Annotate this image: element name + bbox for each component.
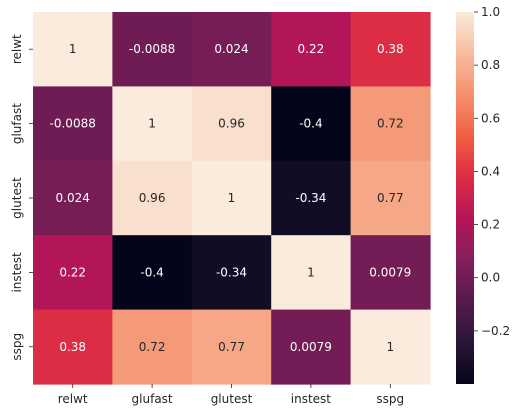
x-tick-label: glufast <box>132 392 173 406</box>
x-tick-label: instest <box>291 392 332 406</box>
cell-value-label: 1 <box>69 42 77 56</box>
colorbar-tick-label: 0.6 <box>481 111 500 125</box>
x-axis: relwt glufast glutest instest sspg <box>58 384 404 406</box>
cell-value-label: 1 <box>228 191 236 205</box>
heatmap-cell-glufast-sspg <box>350 86 431 162</box>
heatmap-cell-instest-glufast <box>112 235 193 311</box>
heatmap-cell-relwt-sspg <box>350 12 431 87</box>
y-tick-label: glutest <box>10 177 24 219</box>
cell-value-label: 1 <box>386 340 394 354</box>
heatmap-cell-glutest-glutest <box>191 160 272 236</box>
cell-value-label: 0.38 <box>59 340 86 354</box>
y-tick-label: instest <box>10 252 24 293</box>
heatmap-cell-glufast-instest <box>271 86 352 162</box>
cell-value-label: -0.34 <box>295 191 326 205</box>
colorbar-tick-label: 0.2 <box>481 218 500 232</box>
cell-value-label: 0.38 <box>377 42 404 56</box>
heatmap-cell-instest-relwt <box>33 235 113 311</box>
cell-value-label: 1 <box>148 117 156 131</box>
heatmap-cell-glufast-glutest <box>191 86 272 162</box>
cell-value-label: -0.4 <box>299 117 322 131</box>
y-tick-label: relwt <box>10 34 24 64</box>
colorbar: −0.2 0.0 0.2 0.4 0.6 0.8 1.0 <box>456 5 510 384</box>
y-axis: relwt glufast glutest instest sspg <box>10 34 33 361</box>
y-tick-label: sspg <box>10 333 24 361</box>
x-tick-label: relwt <box>58 392 88 406</box>
cell-value-label: 0.22 <box>298 42 325 56</box>
cell-value-label: 1 <box>307 265 315 279</box>
heatmap-cell-sspg-glufast <box>112 309 193 385</box>
heatmap-cell-glutest-relwt <box>33 160 113 236</box>
cell-value-label: 0.0079 <box>369 265 411 279</box>
cell-value-label: 0.024 <box>56 191 90 205</box>
cell-value-label: 0.024 <box>214 42 248 56</box>
x-tick-label: glutest <box>211 392 253 406</box>
y-tick-label: glufast <box>10 103 24 144</box>
cell-value-label: 0.77 <box>377 191 404 205</box>
heatmap-cell-glufast-glufast <box>112 86 193 162</box>
colorbar-tick-label: 0.0 <box>481 271 500 285</box>
heatmap-cell-glutest-sspg <box>350 160 431 236</box>
heatmap-cell-instest-sspg <box>350 235 431 311</box>
heatmap-cell-glutest-instest <box>271 160 352 236</box>
colorbar-tick-label: 1.0 <box>481 5 500 19</box>
colorbar-tick-label: −0.2 <box>481 324 510 338</box>
heatmap-cell-instest-instest <box>271 235 352 311</box>
cell-value-label: -0.0088 <box>50 117 96 131</box>
heatmap-cells <box>33 12 431 385</box>
cell-value-label: -0.4 <box>140 265 163 279</box>
heatmap-cell-relwt-glufast <box>112 12 193 87</box>
cell-value-label: 0.0079 <box>290 340 332 354</box>
heatmap-cell-glutest-glufast <box>112 160 193 236</box>
heatmap-cell-relwt-relwt <box>33 12 113 87</box>
cell-value-label: 0.96 <box>139 191 166 205</box>
colorbar-gradient <box>456 12 474 384</box>
heatmap-cell-sspg-glutest <box>191 309 272 385</box>
colorbar-tick-label: 0.8 <box>481 58 500 72</box>
cell-value-label: 0.77 <box>218 340 245 354</box>
heatmap-cell-sspg-instest <box>271 309 352 385</box>
heatmap-cell-relwt-glutest <box>191 12 272 87</box>
x-tick-label: sspg <box>376 392 404 406</box>
colorbar-tick-label: 0.4 <box>481 164 500 178</box>
cell-value-label: 0.22 <box>59 265 86 279</box>
cell-value-label: -0.34 <box>216 265 247 279</box>
heatmap-cell-glufast-relwt <box>33 86 113 162</box>
heatmap-cell-sspg-sspg <box>350 309 431 385</box>
heatmap-cell-relwt-instest <box>271 12 352 87</box>
cell-value-label: 0.96 <box>218 117 245 131</box>
cell-value-label: -0.0088 <box>129 42 175 56</box>
cell-value-label: 0.72 <box>377 117 404 131</box>
cell-value-label: 0.72 <box>139 340 166 354</box>
heatmap-cell-sspg-relwt <box>33 309 113 385</box>
heatmap-cell-labels: 1 -0.0088 0.024 0.22 0.38 -0.0088 1 0.96 -0.4 0.7… <box>50 42 412 354</box>
heatmap-cell-instest-glutest <box>191 235 272 311</box>
